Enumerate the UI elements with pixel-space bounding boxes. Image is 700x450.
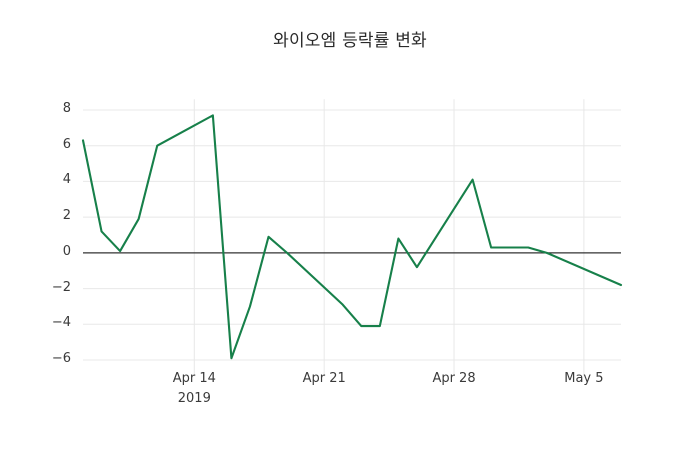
x-axis-tick-label: May 5 <box>564 371 604 386</box>
y-axis-tick-label: 2 <box>62 208 71 224</box>
x-axis-tick-sublabel: 2019 <box>177 391 211 406</box>
x-axis-tick-label: Apr 14 <box>172 371 216 386</box>
horizontal-gridlines <box>83 109 621 361</box>
x-axis-tick-label: Apr 21 <box>302 371 346 386</box>
y-axis-tick-label: 4 <box>62 172 71 188</box>
y-axis-tick-label: 8 <box>62 101 71 116</box>
y-axis-tick-label: −2 <box>51 279 71 295</box>
vertical-gridlines <box>193 99 585 377</box>
y-axis-tick-label: −6 <box>51 351 71 366</box>
chart-title: 와이오엠 등락률 변화 <box>273 31 427 51</box>
y-axis-tick-label: −4 <box>51 315 71 331</box>
series-line-wayoem <box>81 114 623 360</box>
y-axis-tick-label: 6 <box>62 136 71 152</box>
y-axis-tick-label: 0 <box>62 243 71 259</box>
x-axis-tick-label: Apr 28 <box>432 371 476 386</box>
